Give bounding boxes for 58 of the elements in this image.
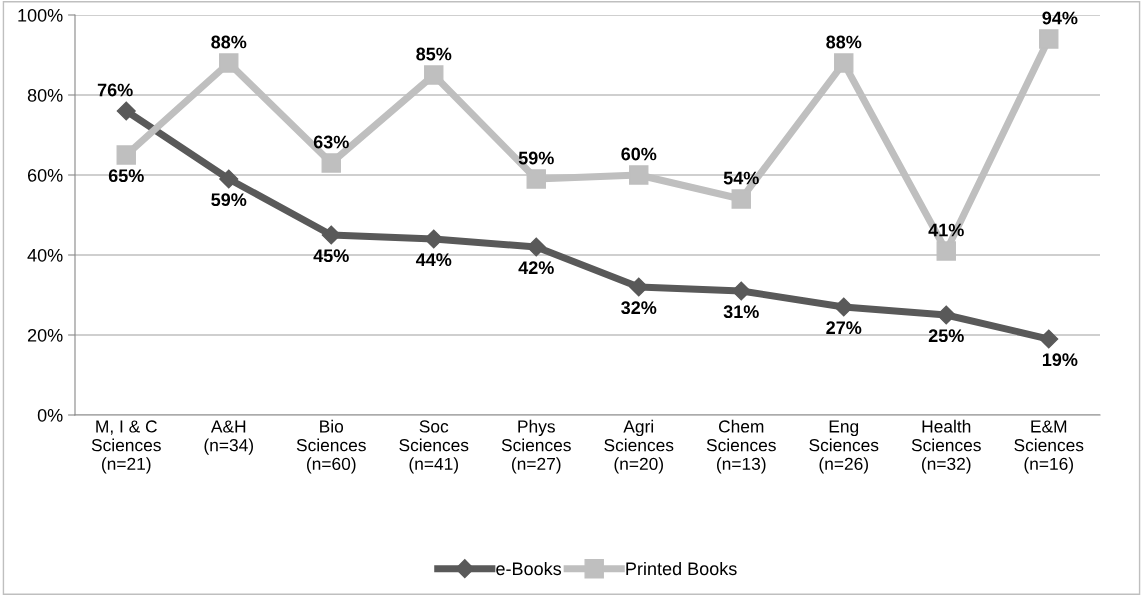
point: [629, 277, 649, 297]
y-tick-label: 60%: [27, 168, 63, 182]
point: [321, 153, 341, 173]
point: [731, 281, 751, 301]
data-label: 25%: [928, 329, 964, 343]
point: [116, 101, 136, 121]
x-tick-label: Agri Sciences (n=20): [604, 419, 674, 474]
legend-label: e-Books: [496, 561, 562, 576]
point: [424, 229, 444, 249]
y-tick-label: 40%: [27, 248, 63, 262]
data-label: 27%: [826, 321, 862, 335]
legend-label: Printed Books: [626, 561, 737, 576]
y-tick-label: 100%: [18, 8, 63, 22]
data-label: 59%: [211, 193, 247, 207]
point: [834, 53, 854, 73]
data-label: 41%: [928, 223, 964, 237]
y-tick-label: 0%: [37, 408, 63, 422]
data-label: 85%: [416, 47, 452, 61]
point: [424, 65, 444, 85]
data-label: 42%: [518, 261, 554, 275]
x-tick-label: M, I & C Sciences (n=21): [91, 420, 161, 474]
point: [219, 53, 239, 73]
x-tick-label: Soc Sciences (n=41): [399, 420, 469, 474]
x-tick-label: Health Sciences (n=32): [911, 419, 981, 474]
x-tick-label: A&H (n=34): [204, 420, 254, 455]
point: [526, 237, 546, 257]
data-label: 31%: [723, 305, 759, 319]
data-label: 59%: [518, 151, 554, 165]
data-label: 44%: [415, 253, 452, 267]
point: [526, 169, 546, 189]
x-tick-label: Eng Sciences (n=26): [809, 420, 879, 474]
x-tick-label: E&M Sciences (n=16): [1014, 420, 1084, 474]
point: [936, 305, 956, 325]
data-label: 54%: [723, 171, 759, 185]
point: [1039, 29, 1059, 49]
x-tick-label: Phys Sciences (n=27): [501, 419, 571, 474]
y-tick-label: 80%: [27, 88, 63, 102]
x-tick-label: Chem Sciences (n=13): [706, 419, 776, 474]
data-label: 32%: [621, 301, 657, 315]
point: [629, 165, 649, 185]
y-tick-label: 20%: [27, 328, 63, 342]
point: [936, 241, 956, 261]
data-label: 45%: [313, 249, 349, 263]
point: [834, 297, 854, 317]
data-label: 88%: [826, 35, 862, 49]
data-label: 94%: [1042, 11, 1078, 25]
point: [219, 169, 239, 189]
point: [731, 189, 751, 209]
data-label: 60%: [621, 147, 657, 161]
data-label: 19%: [1042, 353, 1078, 367]
point: [321, 225, 341, 245]
data-label: 63%: [313, 135, 349, 149]
data-label: 76%: [97, 83, 133, 97]
x-tick-label: Bio Sciences (n=60): [296, 419, 366, 474]
data-label: 65%: [108, 169, 144, 183]
data-label: 88%: [211, 35, 247, 49]
point: [1039, 329, 1059, 349]
point: [116, 145, 136, 165]
